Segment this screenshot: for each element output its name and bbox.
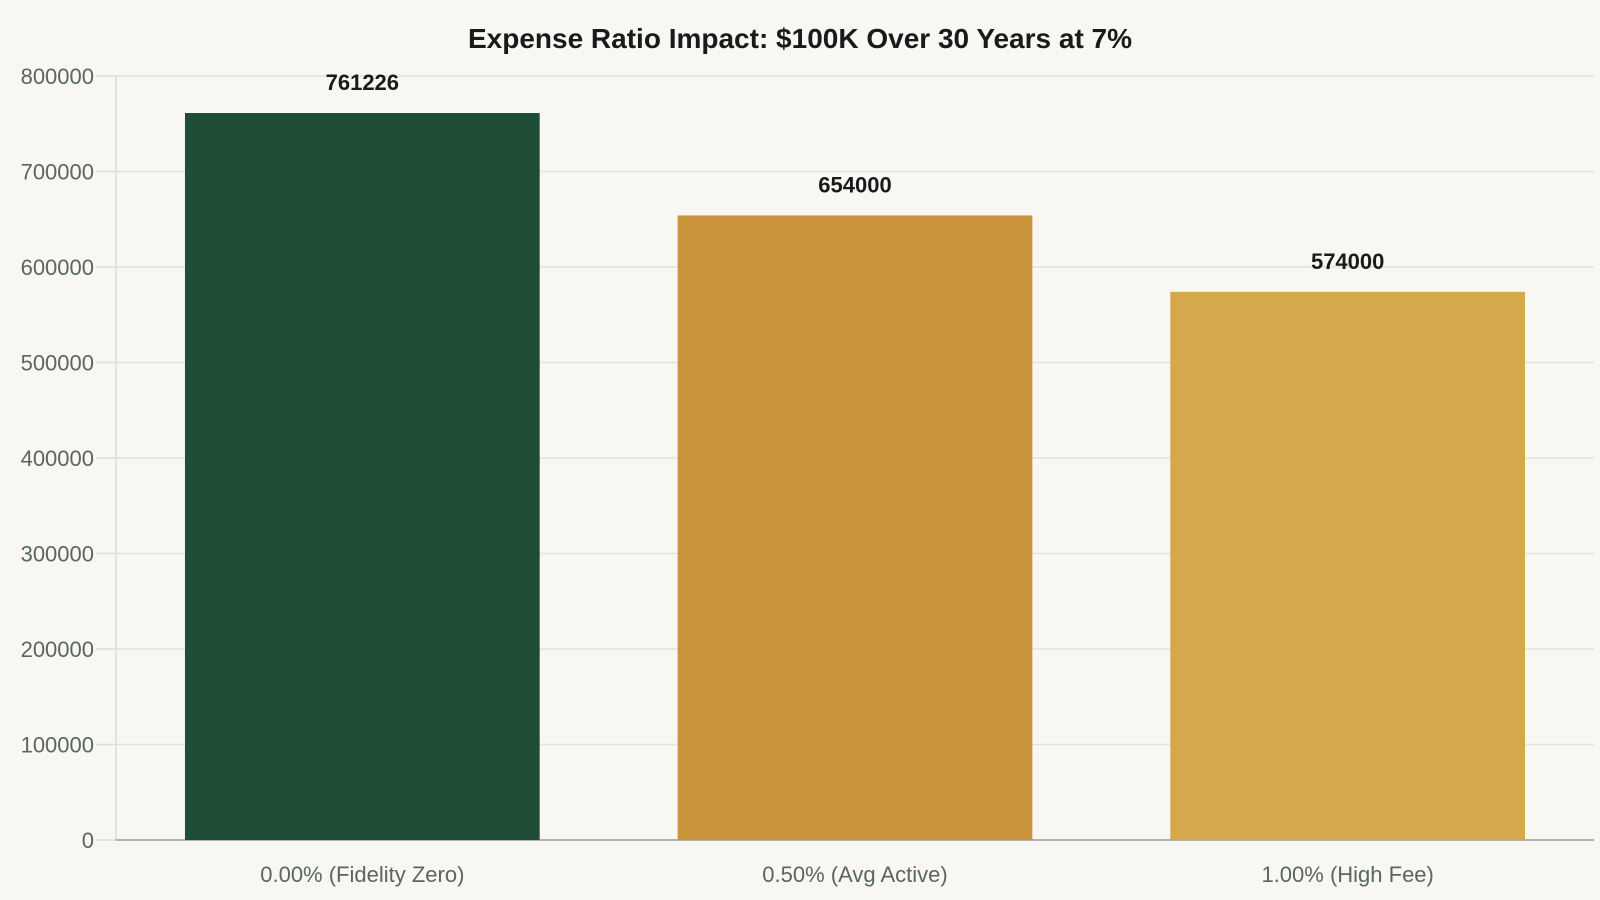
y-tick-label: 0 [82,828,94,853]
y-tick-labels: 0 100000 200000 300000 400000 500000 600000 700… [21,64,94,853]
category-labels: 0.00% (Fidelity Zero) 0.50% (Avg Active) 1… [260,862,1434,887]
y-tick-label: 800000 [21,64,94,89]
category-label: 0.00% (Fidelity Zero) [260,862,464,887]
bar [1170,291,1526,841]
y-tick-label: 200000 [21,637,94,662]
bar [677,215,1033,840]
y-tick-label: 700000 [21,160,94,185]
data-label: 574000 [1311,249,1384,274]
y-tick-label: 300000 [21,542,94,567]
y-tick-label: 100000 [21,733,94,758]
data-labels: 761226 654000 574000 [326,70,1385,274]
chart-title: Expense Ratio Impact: $100K Over 30 Year… [468,23,1132,54]
data-label: 761226 [326,70,399,95]
y-tick-label: 500000 [21,351,94,376]
bars [184,113,1526,841]
category-label: 1.00% (High Fee) [1261,862,1433,887]
y-tick-label: 600000 [21,255,94,280]
y-tick-label: 400000 [21,446,94,471]
category-label: 0.50% (Avg Active) [762,862,947,887]
bar [184,113,540,840]
data-label: 654000 [818,172,891,197]
